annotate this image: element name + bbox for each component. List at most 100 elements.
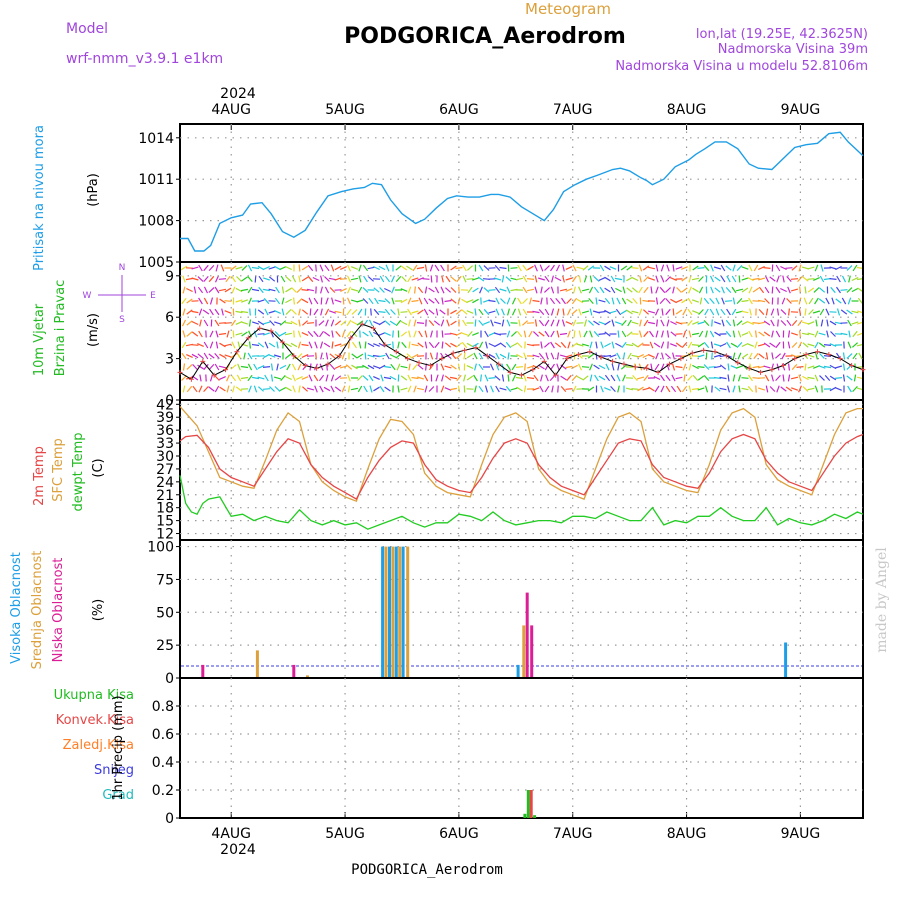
wind-arrow	[846, 309, 853, 315]
cloud-bar-high	[394, 546, 398, 678]
wind-arrow	[507, 374, 510, 382]
wind-arrow	[603, 354, 612, 358]
wind-arrow	[474, 385, 477, 393]
wind-arrow	[776, 385, 780, 393]
pressure-ylabel-name: Pritisak na nivou mora	[32, 125, 47, 271]
wind-arrow	[654, 385, 660, 393]
wind-arrow	[565, 266, 573, 270]
wind-arrow	[616, 352, 621, 360]
wind-arrow	[472, 298, 479, 304]
wind-arrow	[611, 319, 615, 327]
wind-arrow	[390, 275, 396, 283]
wind-arrow	[631, 354, 639, 358]
wind-arrow	[483, 308, 490, 316]
wind-arrow	[374, 297, 379, 305]
wind-arrow	[589, 363, 593, 371]
wind-arrow	[441, 330, 444, 338]
wind-arrow	[771, 330, 774, 338]
wind-arrow	[807, 287, 815, 293]
wind-arrow	[357, 308, 363, 316]
pressure-panel-frame	[179, 123, 864, 263]
wind-arrow	[392, 330, 394, 338]
wind-arrow	[308, 297, 313, 305]
wind-arrow	[225, 275, 231, 283]
compass-n: N	[119, 263, 126, 273]
cloud-panel-frame	[179, 539, 864, 679]
wind-arrow	[214, 319, 220, 327]
wind-arrow	[682, 330, 687, 338]
wind-arrow	[840, 332, 848, 336]
wind-arrow	[604, 287, 611, 293]
wind-arrow	[826, 319, 829, 327]
wind-arrow	[416, 387, 425, 391]
wind-arrow	[434, 264, 440, 272]
wind-arrow	[417, 342, 424, 348]
wind-ylabel-name-1: 10m Vjetar	[32, 303, 47, 376]
wind-arrow	[790, 288, 799, 292]
wind-arrow	[688, 363, 692, 371]
wind-arrow	[631, 287, 639, 293]
y-tick-label: 15	[156, 514, 174, 530]
wind-arrow	[224, 343, 232, 347]
wind-arrow	[604, 331, 611, 337]
wind-arrow	[263, 353, 270, 359]
wind-arrow	[691, 277, 700, 281]
wind-arrow	[379, 275, 385, 283]
wind-arrow	[301, 289, 309, 291]
wind-arrow	[182, 385, 186, 393]
wind-arrow	[472, 342, 479, 348]
wind-arrow	[522, 264, 528, 272]
wind-arrow	[473, 352, 478, 360]
wind-arrow	[715, 297, 720, 305]
wind-arrow	[340, 266, 347, 270]
wind-arrow	[251, 376, 260, 380]
wind-arrow	[328, 310, 337, 314]
wind-arrow	[334, 364, 342, 370]
wind-arrow	[373, 376, 380, 380]
wind-ylabel-name-2: Brzina i Pravac	[53, 280, 68, 377]
wind-arrow	[257, 320, 265, 326]
wind-arrow	[665, 385, 671, 393]
wind-arrow	[191, 353, 199, 359]
wind-arrow	[510, 267, 518, 269]
wind-arrow	[763, 365, 771, 369]
wind-arrow	[808, 297, 814, 305]
wind-arrow	[292, 385, 296, 393]
wind-arrow	[741, 277, 749, 281]
wind-arrow	[334, 310, 342, 314]
wind-arrow	[736, 264, 743, 272]
wind-arrow	[753, 352, 759, 360]
wind-arrow	[573, 286, 576, 294]
wind-arrow	[346, 264, 352, 272]
wind-arrow	[589, 374, 593, 382]
wind-arrow	[350, 387, 359, 391]
wind-arrow	[720, 264, 726, 272]
wind-arrow	[842, 352, 846, 360]
cloud-bar-mid	[384, 546, 388, 678]
wind-arrow	[330, 374, 335, 382]
cloud-bar-mid	[391, 546, 395, 678]
wind-arrow	[193, 286, 197, 294]
wind-arrow	[219, 342, 226, 348]
wind-arrow	[848, 330, 851, 338]
wind-arrow	[781, 352, 786, 360]
wind-arrow	[807, 332, 815, 336]
wind-arrow	[319, 330, 324, 338]
y-tick-label: 50	[156, 605, 174, 621]
wind-arrow	[441, 374, 444, 382]
wind-arrow	[313, 308, 319, 316]
cloud-bar-mid	[255, 650, 259, 678]
wind-arrow	[231, 286, 236, 294]
wind-arrow	[836, 286, 841, 294]
wind-arrow	[593, 364, 600, 370]
temp-ylabel-2m: 2m Temp	[32, 446, 47, 506]
wind-arrow	[550, 330, 555, 338]
compass-e: E	[150, 291, 156, 301]
top-date-axis: 2024 4AUG 5AUG 6AUG 7AUG 8AUG 9AUG	[211, 86, 820, 130]
wind-arrow	[790, 387, 799, 391]
wind-arrow	[610, 374, 616, 382]
precip-legend: Ukupna Kisa Konvek.Kisa Zaledj.Kisa Snij…	[54, 688, 134, 803]
wind-arrow	[251, 343, 260, 347]
wind-arrow	[617, 330, 620, 338]
wind-arrow	[836, 275, 841, 283]
